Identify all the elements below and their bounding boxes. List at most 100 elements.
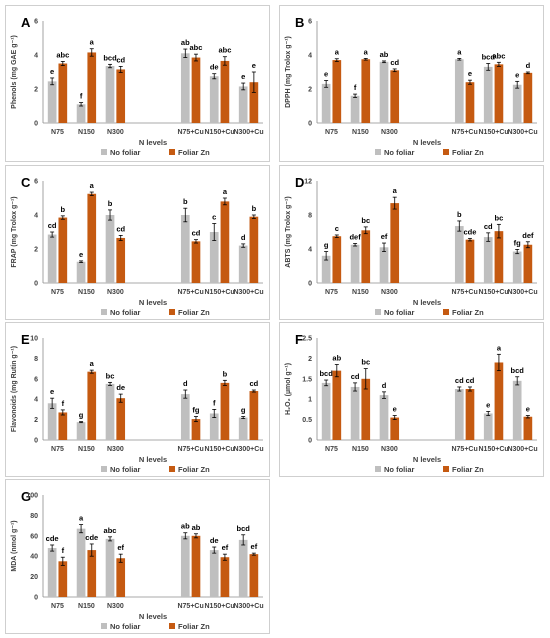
panel-f-bar-foliar-zn bbox=[494, 362, 504, 440]
panel-g-bar-foliar-zn bbox=[220, 557, 230, 597]
panel-f-significance-letter: a bbox=[497, 343, 502, 352]
panel-g-x-axis-title: N levels bbox=[139, 612, 167, 621]
panel-f-legend-label: Foliar Zn bbox=[452, 465, 484, 474]
panel-c-y-axis-title: FRAP (mg Trolox g⁻¹) bbox=[11, 196, 18, 267]
panel-b-bar-foliar-zn bbox=[494, 64, 504, 123]
panel-f-y-tick-label: 1.5 bbox=[302, 376, 312, 383]
panel-d-significance-letter: fg bbox=[514, 238, 521, 247]
panel-e-bar-no-foliar bbox=[105, 383, 115, 440]
panel-d-bar-foliar-zn bbox=[390, 203, 400, 283]
panel-g-legend-label: No foliar bbox=[110, 622, 140, 631]
panel-d-bar-foliar-zn bbox=[361, 230, 371, 283]
panel-g-bar-no-foliar bbox=[105, 538, 115, 597]
panel-d-bar-no-foliar bbox=[379, 247, 389, 283]
panel-g-significance-letter: ef bbox=[117, 543, 124, 552]
panel-c-legend-label: Foliar Zn bbox=[178, 308, 210, 317]
panel-e-legend-swatch-no-foliar bbox=[101, 466, 107, 472]
panel-a-significance-letter: ab bbox=[181, 38, 190, 47]
panel-f-significance-letter: cd bbox=[351, 372, 360, 381]
panel-f-bar-no-foliar bbox=[321, 382, 331, 440]
panel-e-y-axis-title: Flavonoids (mg Rutin g⁻¹) bbox=[11, 346, 18, 432]
panel-f-bar-no-foliar bbox=[454, 389, 464, 440]
panel-e-bar-no-foliar bbox=[209, 413, 219, 440]
panel-f-significance-letter: bcd bbox=[319, 369, 333, 378]
panel-c-significance-letter: cd bbox=[192, 229, 201, 238]
panel-e-significance-letter: g bbox=[79, 411, 84, 420]
panel-d-significance-letter: g bbox=[324, 241, 329, 250]
panel-e-significance-letter: f bbox=[62, 399, 65, 408]
panel-d-x-tick-label: N75+Cu bbox=[451, 289, 477, 296]
panel-c-letter: C bbox=[21, 175, 31, 190]
panel-c-y-tick-label: 2 bbox=[34, 247, 38, 254]
panel-g-significance-letter: f bbox=[62, 546, 65, 555]
panel-f-bar-foliar-zn bbox=[332, 370, 342, 440]
panel-d-bar-foliar-zn bbox=[465, 239, 475, 283]
panel-a-x-tick-label: N75+Cu bbox=[177, 129, 203, 136]
panel-a-bar-no-foliar bbox=[47, 81, 57, 123]
panel-e-y-tick-label: 2 bbox=[34, 417, 38, 424]
panel-d-legend-swatch-no-foliar bbox=[375, 309, 381, 315]
panel-b-letter: B bbox=[295, 15, 304, 30]
panel-g-letter: G bbox=[21, 489, 31, 504]
panel-g-legend-swatch-foliar-zn bbox=[169, 623, 175, 629]
panel-d-letter: D bbox=[295, 175, 304, 190]
panel-b-legend-label: No foliar bbox=[384, 148, 414, 157]
panel-c-significance-letter: b bbox=[61, 205, 66, 214]
panel-d-bar-foliar-zn bbox=[494, 231, 504, 283]
panel-f-significance-letter: e bbox=[393, 405, 397, 414]
panel-c-x-tick-label: N300+Cu bbox=[233, 289, 263, 296]
panel-e-bar-foliar-zn bbox=[116, 398, 126, 440]
panel-d-y-tick-label: 8 bbox=[308, 213, 312, 220]
panel-d-bar-no-foliar bbox=[350, 244, 360, 283]
panel-c-bar-foliar-zn bbox=[220, 201, 230, 283]
panel-e-y-tick-label: 10 bbox=[30, 336, 38, 343]
panel-b-bar-no-foliar bbox=[512, 84, 522, 123]
panel-c-y-tick-label: 0 bbox=[34, 281, 38, 288]
panel-c-x-tick-label: N150 bbox=[78, 289, 95, 296]
panel-b-significance-letter: a bbox=[457, 47, 462, 56]
panel-g-bar-no-foliar bbox=[238, 539, 248, 597]
panel-g-significance-letter: cde bbox=[85, 533, 98, 542]
panel-e-legend-swatch-foliar-zn bbox=[169, 466, 175, 472]
panel-e-x-tick-label: N75 bbox=[51, 446, 64, 453]
panel-f-x-axis-title: N levels bbox=[413, 455, 441, 464]
panel-f-legend-swatch-foliar-zn bbox=[443, 466, 449, 472]
panel-c-bar-foliar-zn bbox=[116, 237, 126, 283]
panel-g-significance-letter: abc bbox=[104, 526, 117, 535]
panel-g-bar-foliar-zn bbox=[191, 535, 201, 597]
panel-d-x-axis-title: N levels bbox=[413, 298, 441, 307]
panel-a-y-tick-label: 0 bbox=[34, 121, 38, 128]
panel-f-bar-no-foliar bbox=[512, 380, 522, 440]
panel-b-bar-no-foliar bbox=[483, 66, 493, 123]
panel-d-significance-letter: ef bbox=[381, 232, 388, 241]
panel-c-significance-letter: d bbox=[241, 233, 246, 242]
panel-c-bar-foliar-zn bbox=[87, 193, 97, 283]
panel-c-x-tick-label: N75 bbox=[51, 289, 64, 296]
panel-g-significance-letter: ab bbox=[192, 523, 201, 532]
panel-c-legend-label: No foliar bbox=[110, 308, 140, 317]
panel-d-bar-no-foliar bbox=[483, 237, 493, 283]
panel-b-significance-letter: cd bbox=[390, 58, 399, 67]
panel-g-bar-no-foliar bbox=[76, 528, 86, 597]
panel-e-significance-letter: b bbox=[223, 369, 228, 378]
panel-b-bar-foliar-zn bbox=[361, 59, 371, 123]
panel-a-bar-foliar-zn bbox=[116, 69, 126, 123]
panel-a-significance-letter: cd bbox=[116, 55, 125, 64]
panel-e-significance-letter: bc bbox=[106, 371, 115, 380]
panel-g-significance-letter: ef bbox=[222, 543, 229, 552]
panel-g-y-tick-label: 80 bbox=[30, 513, 38, 520]
panel-f-x-tick-label: N300 bbox=[381, 446, 398, 453]
panel-e-significance-letter: e bbox=[50, 387, 54, 396]
panel-e-significance-letter: d bbox=[183, 379, 188, 388]
panel-c-bar-no-foliar bbox=[47, 234, 57, 283]
panel-g-significance-letter: ab bbox=[181, 522, 190, 531]
panel-c-significance-letter: a bbox=[90, 181, 95, 190]
panel-b-x-tick-label: N75+Cu bbox=[451, 129, 477, 136]
panel-e-significance-letter: g bbox=[241, 406, 246, 415]
panel-b-legend-swatch-foliar-zn bbox=[443, 149, 449, 155]
panel-f-x-tick-label: N75 bbox=[325, 446, 338, 453]
panel-g-x-tick-label: N150 bbox=[78, 603, 95, 610]
panel-f-bar-no-foliar bbox=[483, 413, 493, 440]
panel-b-significance-letter: bcd bbox=[482, 53, 496, 62]
